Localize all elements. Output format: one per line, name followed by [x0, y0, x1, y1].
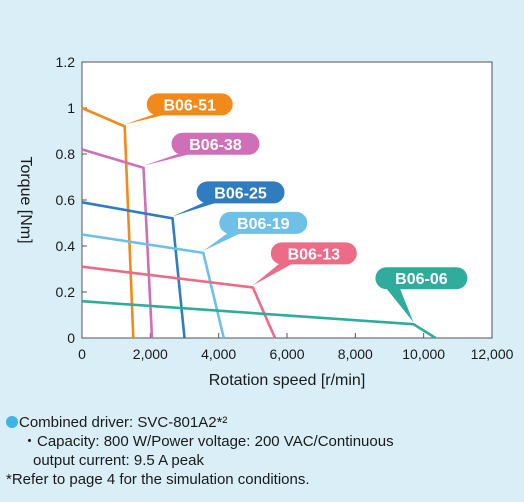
label-text: B06-51: [163, 97, 216, 114]
x-tick-label: 10,000: [402, 346, 445, 362]
y-tick-label: 0.4: [56, 238, 76, 254]
y-tick-label: 0.8: [56, 146, 76, 162]
driver-note: Combined driver: SVC-801A2*²: [6, 413, 516, 432]
label-text: B06-06: [395, 271, 448, 288]
x-tick-label: 6,000: [269, 346, 304, 362]
series-line-b06-38: [81, 148, 154, 339]
label-bubble: [270, 242, 357, 265]
series-labels: B06-51 B06-38 B06-25 B06-19 B06-13 B06-06: [124, 93, 468, 323]
bullet-dot-icon: [6, 416, 18, 428]
label-text: B06-19: [237, 216, 290, 233]
x-tick-label: 2,000: [133, 346, 168, 362]
label-text: B06-13: [288, 246, 341, 263]
label-pointer: [203, 231, 244, 251]
label-bubble: [146, 93, 233, 116]
label-pointer: [385, 287, 414, 323]
chart-series: [81, 106, 437, 340]
x-tick-label: 8,000: [338, 346, 373, 362]
driver-note-text: Combined driver: SVC-801A2*²: [19, 414, 228, 431]
label-bubble: [219, 211, 308, 234]
series-line-b06-25: [81, 201, 186, 339]
series-line-b06-06: [81, 299, 437, 340]
series-label-b06-06: B06-06: [375, 267, 468, 323]
x-tick-label: 12,000: [471, 346, 514, 362]
x-tick-label: 4,000: [201, 346, 236, 362]
series-label-b06-25: B06-25: [172, 181, 285, 217]
series-line-b06-13: [81, 265, 277, 339]
capacity-note-line2: output current: 9.5 A peak: [33, 452, 204, 469]
series-label-b06-51: B06-51: [124, 93, 233, 125]
label-pointer: [172, 201, 221, 217]
label-text: B06-25: [214, 185, 267, 202]
capacity-note-line1: ・Capacity: 800 W/Power voltage: 200 VAC/…: [22, 433, 394, 450]
series-label-b06-13: B06-13: [252, 242, 357, 286]
simulation-note: *Refer to page 4 for the simulation cond…: [6, 471, 310, 488]
y-axis-label: Torque [Nm]: [17, 156, 34, 243]
series-line-b06-51: [81, 106, 135, 339]
y-tick-label: 0.6: [56, 192, 76, 208]
label-bubble: [196, 181, 285, 204]
plot-area: [81, 61, 493, 339]
axis-ticks: 0 2,000 4,000 6,000 8,000 10,000 12,000 0 0.2 0.4…: [56, 54, 514, 362]
torque-speed-chart: 0 2,000 4,000 6,000 8,000 10,000 12,000 0 0.2 0.4…: [17, 54, 514, 389]
label-pointer: [143, 152, 196, 166]
x-axis-label: Rotation speed [r/min]: [209, 372, 366, 389]
label-bubble: [171, 132, 260, 155]
series-label-b06-19: B06-19: [203, 211, 308, 251]
label-bubble: [375, 267, 468, 290]
y-tick-label: 1.2: [56, 54, 76, 70]
label-pointer: [252, 262, 295, 286]
chart-notes: Combined driver: SVC-801A2*² ・Capacity: …: [6, 413, 516, 489]
label-pointer: [124, 113, 171, 125]
label-text: B06-38: [189, 137, 242, 154]
y-tick-label: 1: [67, 100, 75, 116]
y-tick-label: 0.2: [56, 284, 76, 300]
x-tick-label: 0: [78, 346, 86, 362]
y-tick-label: 0: [67, 330, 75, 346]
series-label-b06-38: B06-38: [143, 132, 260, 166]
